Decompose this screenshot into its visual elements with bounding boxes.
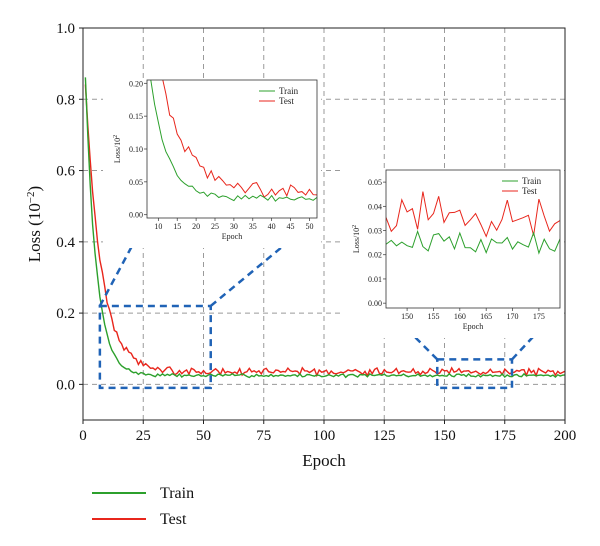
inset-x-axis-label: Epoch (463, 322, 483, 331)
inset-x-tick-label: 25 (211, 222, 219, 231)
inset-1: 10 15 20 25 30 35 40 45 50 0.00 0.05 0.10 0.15 0.20 Ep… (103, 78, 321, 248)
inset-x-tick-label: 10 (154, 222, 162, 231)
inset-frame (385, 169, 561, 309)
inset-2: 150 155 160 165 170 175 0.00 0.01 0.02 0.03 0.04 0.… (342, 168, 564, 338)
x-tick-label: 100 (313, 428, 336, 444)
zoom-box (436, 358, 514, 390)
x-tick-label: 125 (373, 428, 396, 444)
inset-background (103, 78, 321, 248)
inset-y-tick-label: 0.00 (368, 299, 382, 308)
inset-x-tick-label: 20 (192, 222, 200, 231)
legend-test-label: Test (160, 511, 187, 528)
x-tick-label: 175 (494, 428, 517, 444)
inset-x-tick-label: 160 (454, 312, 466, 321)
inset-x-axis-label: Epoch (222, 232, 242, 241)
inset-y-tick-label: 0.05 (368, 178, 382, 187)
inset-y-tick-label: 0.02 (368, 251, 382, 260)
y-tick-label: 0.6 (56, 164, 75, 180)
inset-y-tick-label: 0.15 (129, 112, 143, 121)
legend: Train Test (92, 485, 194, 528)
y-tick-label: 0.2 (56, 306, 75, 322)
x-tick-label: 0 (79, 428, 87, 444)
x-tick-label: 50 (196, 428, 211, 444)
inset-y-axis-label-exponent: 2 (113, 135, 119, 138)
y-tick-label: 0.4 (56, 235, 75, 251)
insets: 10 15 20 25 30 35 40 45 50 0.00 0.05 0.10 0.15 0.20 Ep… (103, 78, 564, 338)
x-tick-label: 75 (256, 428, 271, 444)
inset-x-tick-label: 45 (287, 222, 295, 231)
x-tick-label: 150 (433, 428, 456, 444)
y-axis-label-close: ) (25, 186, 44, 192)
x-tick-label: 25 (136, 428, 151, 444)
inset-x-tick-label: 175 (533, 312, 545, 321)
inset-y-tick-label: 0.05 (129, 178, 143, 187)
inset-y-tick-label: 0.04 (368, 202, 382, 211)
main-series-lines (84, 77, 566, 379)
inset-series-test (386, 191, 560, 238)
inset-series-test (162, 80, 317, 198)
inset-series-train (386, 229, 560, 255)
x-axis-label: Epoch (302, 451, 346, 470)
y-axis-label: Loss (10−2) (25, 186, 44, 262)
inset-legend-label: Test (522, 186, 537, 196)
inset-legend-label: Train (279, 86, 299, 96)
inset-y-axis-label-exponent: 2 (352, 225, 358, 228)
inset-x-tick-label: 170 (507, 312, 519, 321)
inset-series-train (150, 80, 317, 202)
inset-x-tick-label: 35 (249, 222, 257, 231)
inset-y-axis-label: Loss/102 (113, 135, 122, 163)
y-axis-label-exponent: −2 (25, 191, 37, 203)
inset-y-axis-label: Loss/102 (352, 225, 361, 253)
inset-x-tick-label: 155 (427, 312, 439, 321)
inset-legend-label: Train (522, 176, 542, 186)
main-axis-ticks: 0 25 50 75 100 125 150 175 200 0.0 0.2 0.4 0.6 0.8 1.0 (56, 21, 576, 444)
y-axis-label-main: Loss (10 (25, 203, 44, 262)
x-tick-label: 200 (554, 428, 577, 444)
inset-background (342, 168, 564, 338)
inset-y-tick-label: 0.20 (129, 79, 143, 88)
inset-y-tick-label: 0.03 (368, 227, 382, 236)
legend-train-label: Train (160, 485, 194, 502)
series-line-train (84, 77, 566, 379)
inset-x-tick-label: 165 (480, 312, 492, 321)
inset-x-tick-label: 15 (173, 222, 181, 231)
inset-x-tick-label: 150 (401, 312, 413, 321)
inset-x-tick-label: 40 (268, 222, 276, 231)
inset-y-tick-label: 0.10 (129, 145, 143, 154)
inset-x-tick-label: 30 (230, 222, 238, 231)
y-tick-label: 0.0 (56, 377, 75, 393)
y-tick-label: 1.0 (56, 21, 75, 37)
inset-legend-label: Test (279, 96, 294, 106)
series-line-test (84, 84, 566, 378)
y-tick-label: 0.8 (56, 92, 75, 108)
inset-y-tick-label: 0.01 (368, 275, 382, 284)
inset-y-tick-label: 0.00 (129, 211, 143, 220)
inset-x-tick-label: 50 (305, 222, 313, 231)
zoom-connector (98, 217, 149, 307)
